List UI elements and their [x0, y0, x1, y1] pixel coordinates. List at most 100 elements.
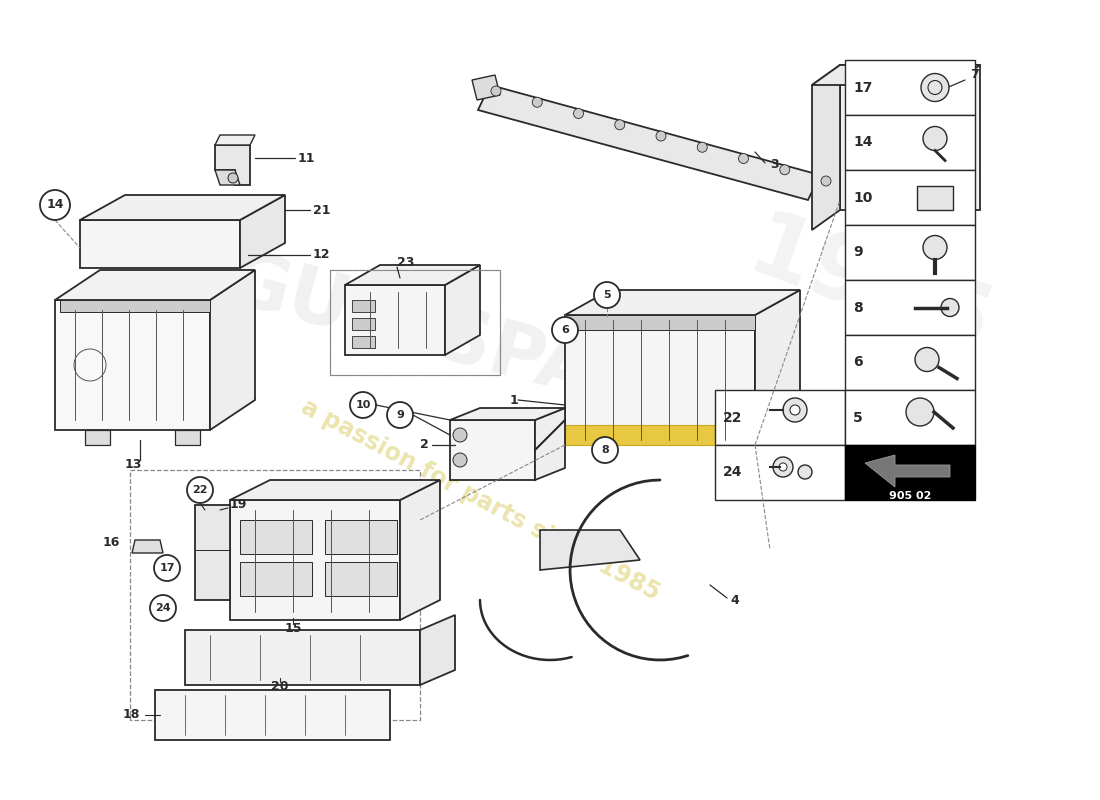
Circle shape — [228, 173, 238, 183]
Polygon shape — [352, 318, 375, 330]
Polygon shape — [540, 530, 640, 570]
Polygon shape — [840, 65, 980, 210]
Bar — [845, 60, 975, 115]
Text: 15: 15 — [284, 622, 301, 634]
Polygon shape — [478, 85, 820, 200]
Circle shape — [552, 317, 578, 343]
Polygon shape — [565, 315, 755, 445]
Circle shape — [783, 398, 807, 422]
Text: 24: 24 — [155, 603, 170, 613]
Polygon shape — [230, 500, 400, 620]
Polygon shape — [450, 408, 565, 420]
Circle shape — [592, 437, 618, 463]
Polygon shape — [214, 135, 255, 145]
Text: 10: 10 — [355, 400, 371, 410]
Text: 5: 5 — [852, 410, 862, 425]
Polygon shape — [155, 690, 390, 740]
Text: 9: 9 — [396, 410, 404, 420]
Bar — [845, 390, 975, 445]
Text: 1985: 1985 — [737, 206, 1003, 374]
Text: 14: 14 — [852, 135, 872, 150]
Polygon shape — [210, 270, 255, 430]
Text: 5: 5 — [603, 290, 611, 300]
Polygon shape — [185, 630, 420, 685]
Circle shape — [154, 555, 180, 581]
Polygon shape — [446, 265, 480, 355]
Circle shape — [798, 465, 812, 479]
Polygon shape — [345, 265, 480, 285]
Circle shape — [615, 120, 625, 130]
Polygon shape — [812, 65, 840, 230]
Polygon shape — [240, 195, 285, 268]
Text: 12: 12 — [314, 249, 330, 262]
Bar — [845, 115, 975, 170]
Text: 18: 18 — [122, 709, 140, 722]
Polygon shape — [535, 408, 565, 480]
Text: 17: 17 — [852, 81, 872, 94]
Circle shape — [656, 131, 666, 141]
Circle shape — [738, 154, 748, 163]
Bar — [850, 105, 970, 185]
Polygon shape — [565, 290, 800, 315]
Circle shape — [453, 428, 468, 442]
Text: 23: 23 — [397, 255, 415, 269]
Text: a passion for parts since 1985: a passion for parts since 1985 — [297, 395, 663, 605]
Text: 21: 21 — [314, 203, 330, 217]
Text: 19: 19 — [230, 498, 248, 511]
Text: 22: 22 — [723, 410, 743, 425]
Bar — [845, 170, 975, 225]
Polygon shape — [55, 300, 210, 430]
Polygon shape — [132, 540, 163, 553]
Text: 14: 14 — [46, 198, 64, 211]
Text: 6: 6 — [852, 355, 862, 370]
Polygon shape — [472, 75, 500, 100]
Text: 10: 10 — [852, 190, 872, 205]
Circle shape — [532, 98, 542, 107]
Text: 8: 8 — [601, 445, 609, 455]
Circle shape — [453, 453, 468, 467]
Polygon shape — [345, 285, 446, 355]
Circle shape — [40, 190, 70, 220]
Polygon shape — [352, 336, 375, 348]
Text: 7: 7 — [970, 69, 979, 82]
Bar — [845, 445, 975, 500]
Circle shape — [906, 398, 934, 426]
Bar — [240, 520, 312, 554]
Text: 8: 8 — [852, 301, 862, 314]
Bar — [715, 445, 845, 500]
Text: 1: 1 — [510, 394, 519, 406]
Circle shape — [790, 405, 800, 415]
Circle shape — [350, 392, 376, 418]
Polygon shape — [80, 195, 285, 220]
Polygon shape — [400, 480, 440, 620]
Polygon shape — [755, 290, 800, 445]
Polygon shape — [195, 505, 230, 600]
Polygon shape — [865, 455, 950, 487]
Text: 6: 6 — [561, 325, 569, 335]
Circle shape — [940, 298, 959, 317]
Text: 2: 2 — [420, 438, 429, 451]
Text: 9: 9 — [852, 246, 862, 259]
Bar — [845, 280, 975, 335]
Bar — [845, 335, 975, 390]
Bar — [240, 562, 312, 596]
Text: 3: 3 — [770, 158, 779, 171]
Polygon shape — [175, 430, 200, 445]
Circle shape — [921, 74, 949, 102]
Circle shape — [573, 109, 583, 118]
Bar — [715, 390, 845, 445]
Polygon shape — [420, 615, 455, 685]
Bar — [917, 186, 953, 210]
Circle shape — [923, 235, 947, 259]
Circle shape — [780, 165, 790, 174]
Bar — [324, 520, 397, 554]
Bar — [324, 562, 397, 596]
Text: 11: 11 — [298, 151, 316, 165]
Circle shape — [491, 86, 501, 96]
Text: 20: 20 — [272, 679, 288, 693]
Polygon shape — [60, 300, 210, 312]
Text: 17: 17 — [160, 563, 175, 573]
Polygon shape — [214, 145, 250, 185]
Polygon shape — [80, 220, 240, 268]
Circle shape — [821, 176, 830, 186]
